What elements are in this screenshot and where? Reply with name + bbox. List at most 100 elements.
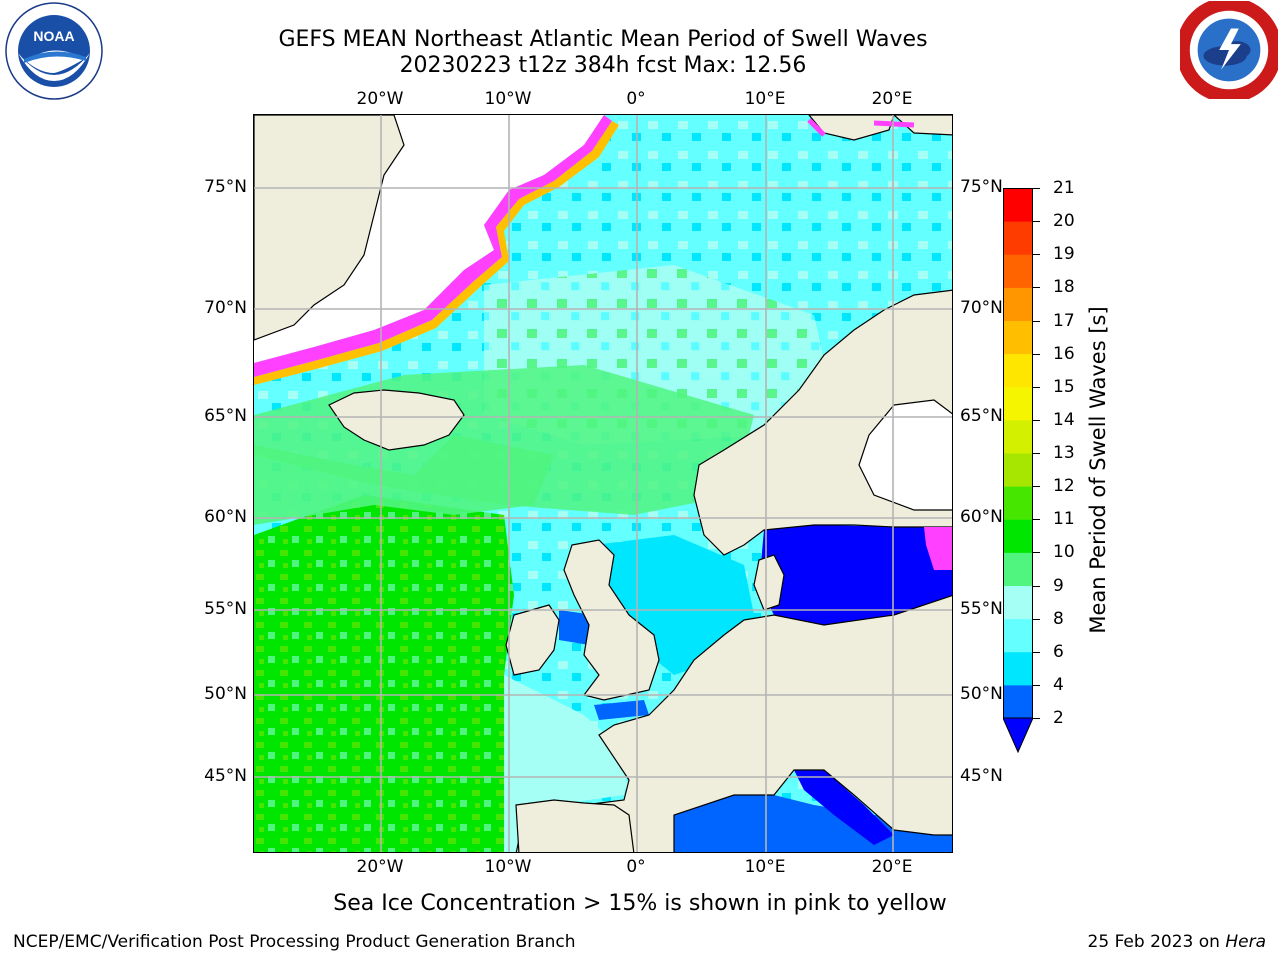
- lat-tick-left: 55°N: [204, 599, 247, 619]
- colorbar-bin: [1003, 221, 1033, 255]
- colorbar-tick-label: 14: [1053, 409, 1075, 430]
- swell-zone-9-10s-north: [254, 435, 554, 525]
- map-drawing: [254, 115, 952, 852]
- swell-zone-10-11s: [254, 495, 524, 852]
- iceland-land: [328, 389, 465, 451]
- nws-logo-icon: [1180, 1, 1278, 99]
- lat-tick-right: 75°N: [960, 177, 1003, 197]
- lat-tick-right: 55°N: [960, 599, 1003, 619]
- lat-tick-right: 50°N: [960, 684, 1003, 704]
- svalbard-ice: [807, 118, 826, 137]
- lon-tick-bottom: 20°E: [871, 857, 913, 877]
- colorbar-tick-mark: [1033, 486, 1040, 488]
- footer-host: Hera: [1225, 932, 1266, 952]
- colorbar: [1003, 188, 1033, 753]
- colorbar-tick-label: 18: [1053, 277, 1075, 298]
- colorbar-bin: [1003, 320, 1033, 355]
- colorbar-tick-label: 11: [1053, 509, 1075, 530]
- colorbar-tick-mark: [1033, 684, 1040, 686]
- colorbar-tick-label: 9: [1053, 575, 1064, 596]
- colorbar-bin: [1003, 386, 1033, 421]
- colorbar-tick-mark: [1033, 585, 1040, 587]
- colorbar-tick-label: 20: [1053, 211, 1075, 232]
- gulf-of-finland-ice: [924, 527, 952, 570]
- colorbar-frame: [1003, 188, 1033, 719]
- ireland-land: [505, 604, 560, 676]
- colorbar-tick-label: 2: [1053, 708, 1064, 728]
- continental-europe-land: [515, 595, 952, 852]
- colorbar-tick-label: 17: [1053, 310, 1075, 331]
- colorbar-bin: [1003, 519, 1033, 553]
- colorbar-bin: [1003, 353, 1033, 388]
- colorbar-tick-label: 15: [1053, 376, 1075, 397]
- lon-tick-top: 20°E: [871, 89, 913, 109]
- noaa-logo-icon: NOAA: [5, 2, 103, 100]
- chart-forecast-info: 20230223 t12z 384h fcst Max: 12.56: [399, 53, 807, 78]
- colorbar-tick-mark: [1033, 552, 1040, 554]
- lon-tick-bottom: 10°W: [484, 857, 532, 877]
- colorbar-tick-mark: [1033, 188, 1040, 189]
- colorbar-tick-mark: [1033, 386, 1040, 388]
- lon-tick-top: 0°: [626, 89, 646, 109]
- colorbar-tick-label: 19: [1053, 244, 1075, 265]
- colorbar-tick-mark: [1033, 287, 1040, 289]
- colorbar-bin: [1003, 254, 1033, 288]
- lat-tick-right: 60°N: [960, 507, 1003, 527]
- colorbar-tick-mark: [1033, 419, 1040, 421]
- lat-tick-right: 70°N: [960, 298, 1003, 318]
- colorbar-tick-mark: [1033, 519, 1040, 521]
- swell-period-map: [253, 114, 953, 853]
- lat-tick-left: 70°N: [204, 298, 247, 318]
- chart-title: GEFS MEAN Northeast Atlantic Mean Period…: [278, 27, 928, 52]
- colorbar-tick-label: 16: [1053, 343, 1075, 364]
- gulf-of-bothnia: [858, 399, 952, 511]
- greenland-land: [254, 115, 405, 341]
- colorbar-bin: [1003, 287, 1033, 321]
- colorbar-tick-label: 13: [1053, 443, 1075, 463]
- lon-tick-top: 10°W: [484, 89, 532, 109]
- lat-tick-left: 75°N: [204, 177, 247, 197]
- colorbar-tick-mark: [1033, 718, 1040, 719]
- lon-tick-bottom: 20°W: [356, 857, 404, 877]
- colorbar-tick-label: 10: [1053, 542, 1075, 563]
- colorbar-bin: [1003, 585, 1033, 620]
- colorbar-tick-mark: [1033, 453, 1040, 454]
- lat-tick-left: 65°N: [204, 406, 247, 426]
- colorbar-bin: [1003, 453, 1033, 487]
- colorbar-label: Mean Period of Swell Waves [s]: [1086, 306, 1110, 634]
- colorbar-bin: [1003, 188, 1033, 222]
- lat-tick-right: 45°N: [960, 766, 1003, 786]
- lat-tick-left: 60°N: [204, 507, 247, 527]
- footer-date: 25 Feb 2023 on Hera: [1088, 932, 1266, 952]
- graticule: [254, 115, 952, 852]
- colorbar-tick-mark: [1033, 353, 1040, 355]
- lat-tick-left: 45°N: [204, 766, 247, 786]
- colorbar-bin: [1003, 419, 1033, 454]
- colorbar-tick-mark: [1033, 320, 1040, 322]
- colorbar-bin: [1003, 684, 1033, 719]
- lon-tick-top: 20°W: [356, 89, 404, 109]
- iberia-land: [515, 799, 635, 852]
- svalbard-ice-east: [873, 120, 915, 128]
- colorbar-tick-mark: [1033, 651, 1040, 653]
- noaa-logo-text: NOAA: [33, 28, 74, 44]
- sea-ice-note: Sea Ice Concentration > 15% is shown in …: [333, 891, 947, 916]
- colorbar-bin: [1003, 486, 1033, 520]
- lat-tick-left: 50°N: [204, 684, 247, 704]
- colorbar-tick-mark: [1033, 221, 1040, 223]
- lat-tick-right: 65°N: [960, 406, 1003, 426]
- colorbar-tick-label: 6: [1053, 641, 1064, 662]
- lon-tick-bottom: 0°: [626, 857, 646, 877]
- lon-tick-top: 10°E: [744, 89, 786, 109]
- swell-zone-adriatic: [794, 770, 894, 845]
- footer-organization: NCEP/EMC/Verification Post Processing Pr…: [13, 932, 576, 952]
- colorbar-bin: [1003, 651, 1033, 686]
- denmark-land: [753, 554, 785, 611]
- swell-zone-channel: [594, 700, 649, 720]
- footer-date-text: 25 Feb 2023 on: [1087, 932, 1220, 952]
- colorbar-under-triangle: [1003, 717, 1033, 753]
- swell-zone-baltic: [759, 525, 952, 625]
- colorbar-bin: [1003, 552, 1033, 586]
- colorbar-tick-mark: [1033, 254, 1040, 256]
- colorbar-bin: [1003, 618, 1033, 653]
